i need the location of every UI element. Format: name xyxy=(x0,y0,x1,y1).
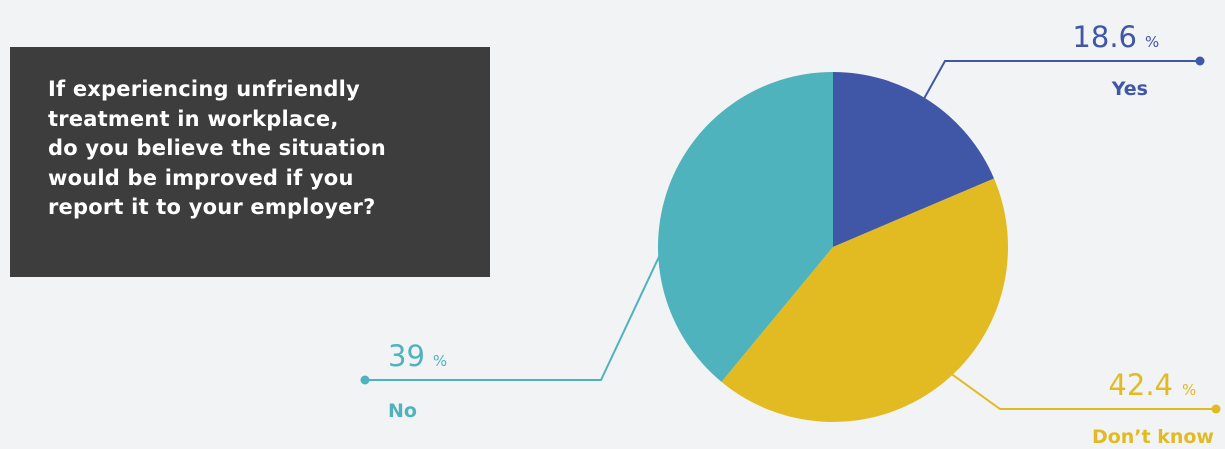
category-label-yes: Yes xyxy=(1111,78,1148,100)
leader-dot-dont-know xyxy=(1211,404,1221,414)
pie-slices xyxy=(658,72,1009,423)
value-label-dont-know: 42.4 xyxy=(1108,368,1173,402)
leader-line-yes xyxy=(885,60,1200,168)
pie-slice-dont-know xyxy=(721,178,1009,423)
pie-slice-yes xyxy=(833,72,995,247)
leader-line-no xyxy=(365,194,690,381)
value-label-no: 39% xyxy=(388,339,447,373)
pie-slice-no xyxy=(658,72,833,382)
question-text: If experiencing unfriendly treatment in … xyxy=(48,77,386,219)
callouts: 18.6 % Yes 42.4 % Don’t know 39 % No xyxy=(360,20,1221,448)
question-box: If experiencing unfriendly treatment in … xyxy=(10,47,490,277)
value-label-yes: 18.6 xyxy=(1072,20,1137,54)
leader-dot-no xyxy=(360,375,370,385)
leader-line-dont-know xyxy=(899,335,1216,410)
unit-label-dont-know: % xyxy=(1182,381,1196,399)
leader-dot-yes xyxy=(1195,56,1205,66)
category-label-no: No xyxy=(388,400,417,422)
unit-label-yes: % xyxy=(1145,33,1159,51)
category-label-dont-know: Don’t know xyxy=(1092,426,1214,448)
